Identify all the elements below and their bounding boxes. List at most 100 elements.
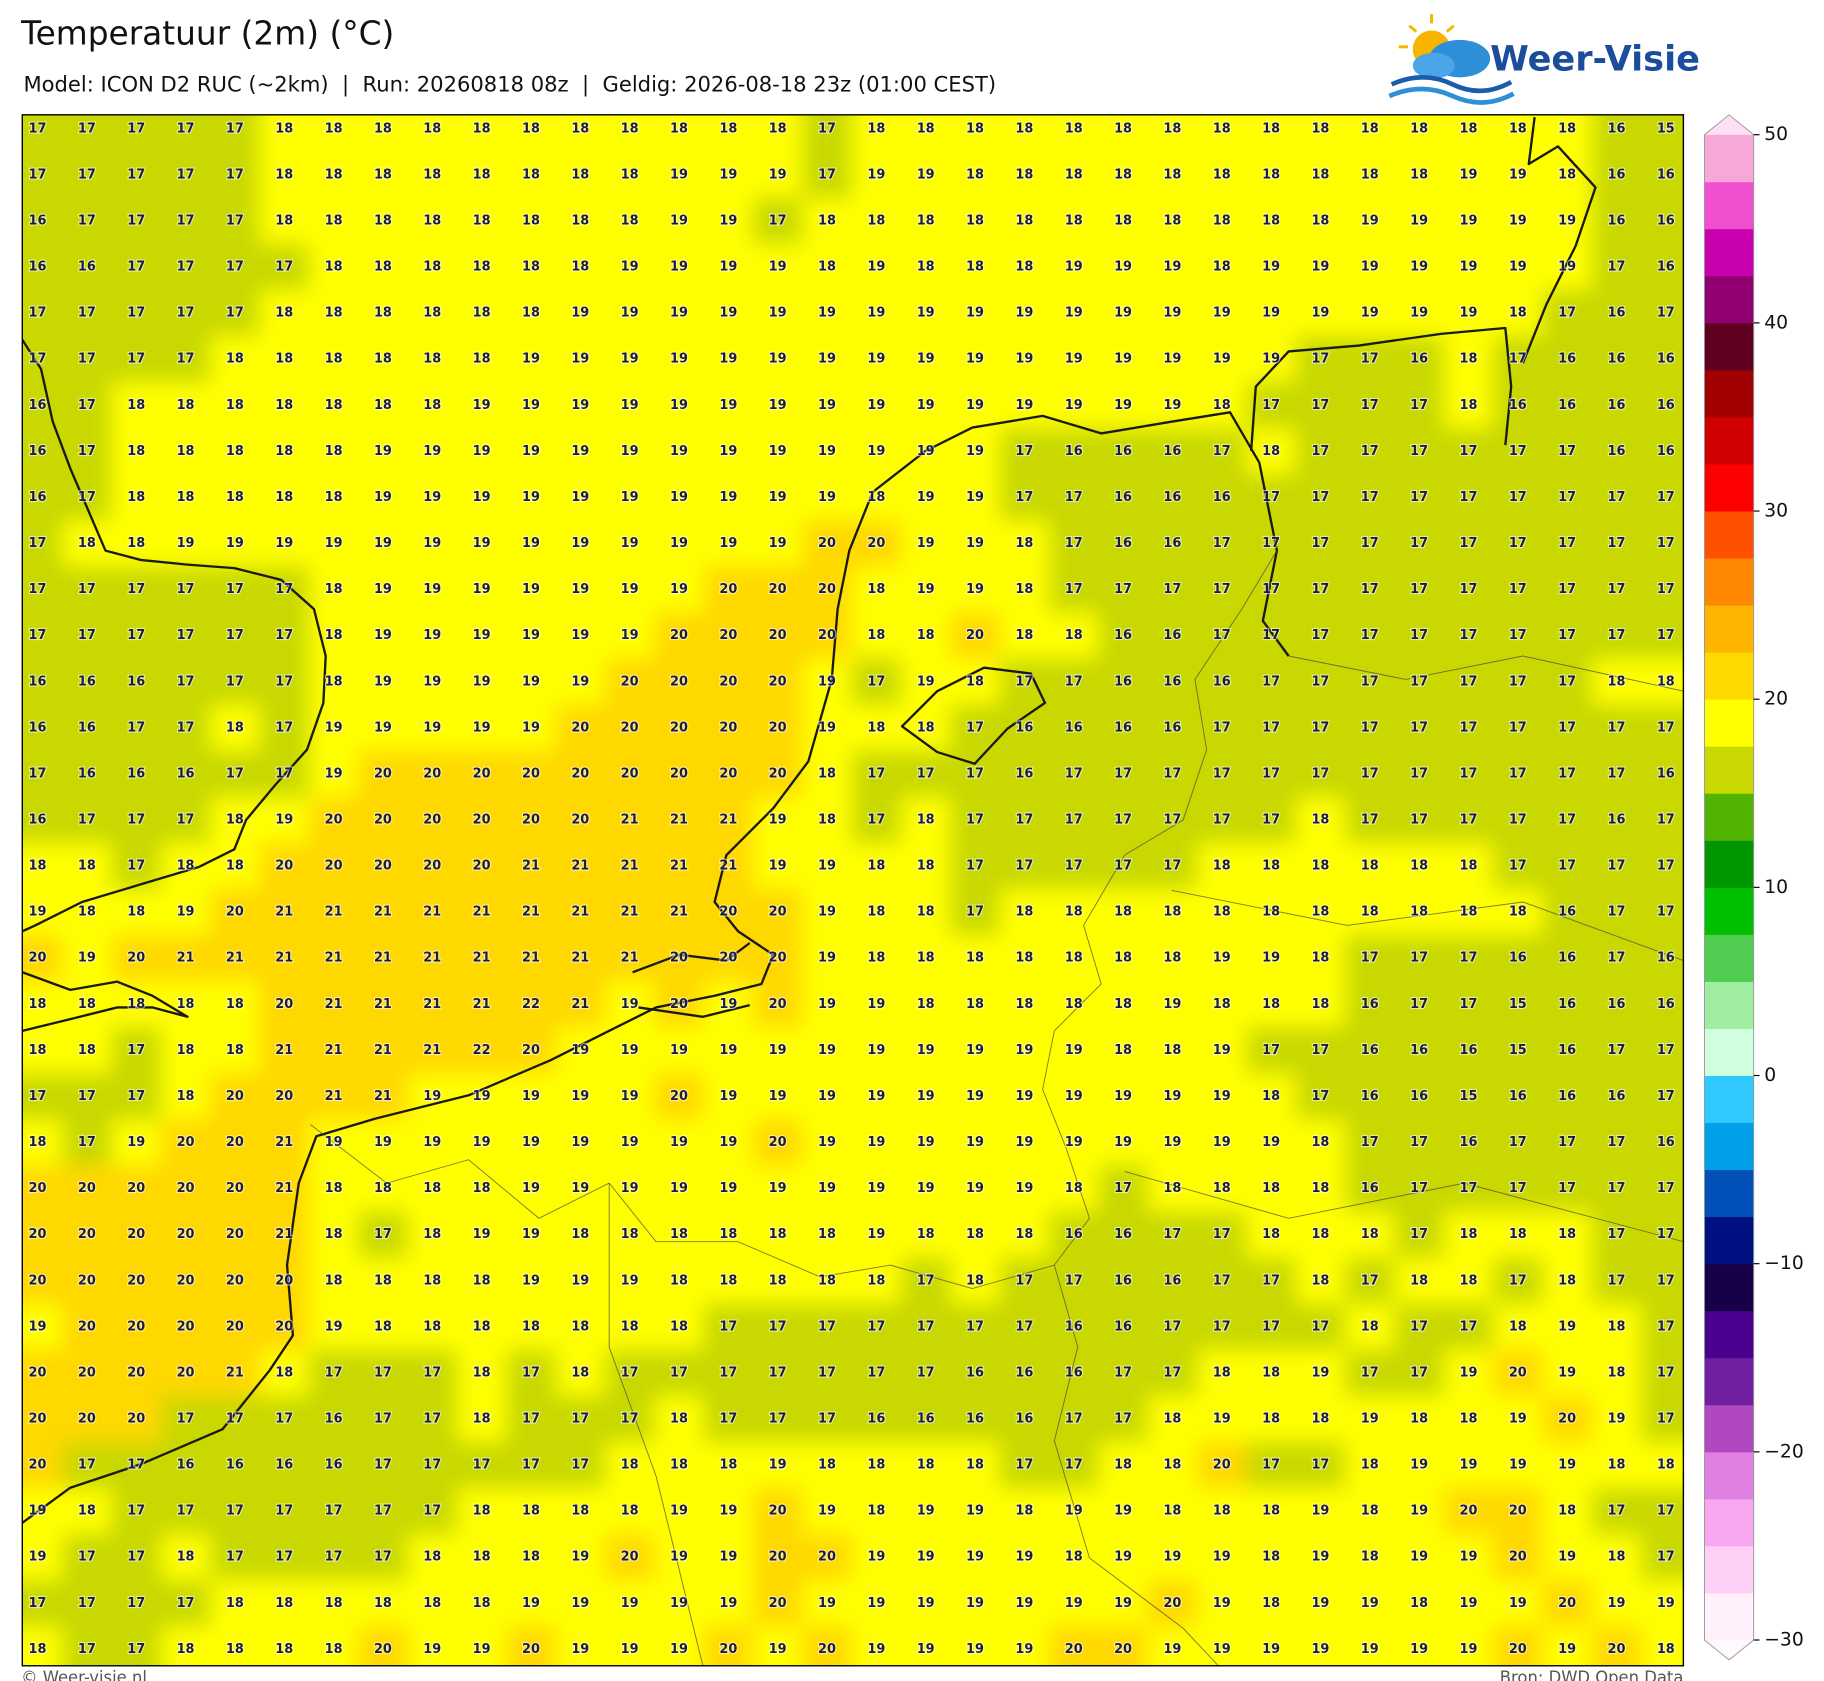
temperature-cell — [210, 935, 261, 982]
temperature-label: 18 — [1114, 1043, 1132, 1058]
temperature-label: 18 — [473, 1319, 491, 1334]
temperature-label: 17 — [1114, 1411, 1132, 1426]
temperature-cell — [752, 197, 803, 245]
temperature-cell — [407, 382, 458, 429]
temperature-cell — [851, 750, 902, 798]
temperature-label: 19 — [966, 1181, 984, 1196]
temperature-cell — [555, 1211, 606, 1259]
temperature-cell — [851, 1442, 902, 1489]
temperature-label: 16 — [966, 1365, 984, 1380]
temperature-cell — [1049, 151, 1099, 199]
temperature-label: 19 — [78, 951, 96, 966]
temperature-label: 19 — [719, 214, 737, 229]
temperature-cell — [1345, 428, 1396, 476]
temperature-label: 18 — [127, 444, 145, 459]
colorbar-tick-label: 30 — [1764, 501, 1788, 522]
temperature-cell — [1295, 796, 1346, 844]
temperature-cell — [1098, 474, 1149, 522]
temperature-label: 19 — [1213, 1550, 1231, 1565]
temperature-label: 18 — [1459, 1411, 1477, 1426]
temperature-label: 18 — [1015, 582, 1033, 597]
temperature-label: 19 — [1213, 1089, 1231, 1104]
temperature-cell — [111, 1027, 162, 1075]
temperature-cell — [308, 428, 359, 476]
temperature-label: 19 — [1163, 1089, 1181, 1104]
temperature-label: 17 — [1361, 352, 1379, 367]
temperature-label: 17 — [78, 1642, 96, 1657]
temperature-label: 16 — [1015, 766, 1033, 781]
temperature-cell — [999, 428, 1050, 476]
temperature-label: 18 — [1410, 859, 1428, 874]
temperature-label: 18 — [177, 1642, 195, 1657]
temperature-cell — [1295, 151, 1346, 199]
temperature-cell — [1295, 520, 1346, 568]
temperature-cell — [1049, 796, 1099, 844]
temperature-label: 19 — [1459, 167, 1477, 182]
temperature-label: 17 — [1410, 444, 1428, 459]
temperature-cell — [1049, 843, 1099, 890]
temperature-label: 15 — [1509, 997, 1527, 1012]
temperature-cell — [160, 428, 211, 476]
temperature-cell — [999, 1073, 1050, 1121]
colorbar-band — [1704, 1310, 1754, 1359]
temperature-label: 17 — [1262, 813, 1280, 828]
temperature-label: 18 — [374, 1319, 392, 1334]
temperature-label: 18 — [1608, 1550, 1626, 1565]
temperature-label: 17 — [1114, 813, 1132, 828]
temperature-label: 16 — [1163, 490, 1181, 505]
temperature-label: 17 — [275, 720, 293, 735]
temperature-label: 17 — [1509, 1135, 1527, 1150]
temperature-label: 21 — [670, 859, 688, 874]
temperature-label: 20 — [177, 1227, 195, 1242]
temperature-label: 18 — [1361, 1227, 1379, 1242]
temperature-label: 16 — [1065, 444, 1083, 459]
temperature-label: 19 — [1509, 214, 1527, 229]
temperature-label: 18 — [1114, 167, 1132, 182]
temperature-cell — [407, 935, 458, 982]
temperature-label: 18 — [1361, 1319, 1379, 1334]
temperature-label: 18 — [1065, 951, 1083, 966]
temperature-label: 18 — [621, 121, 639, 136]
temperature-cell — [160, 197, 211, 245]
temperature-label: 17 — [1311, 582, 1329, 597]
temperature-label: 17 — [571, 1411, 589, 1426]
temperature-cell — [1493, 382, 1544, 429]
temperature-label: 17 — [1015, 1319, 1033, 1334]
temperature-cell — [999, 1211, 1050, 1259]
temperature-cell — [1641, 244, 1684, 291]
temperature-label: 19 — [670, 536, 688, 551]
temperature-label: 19 — [423, 444, 441, 459]
temperature-cell — [1443, 1303, 1494, 1351]
temperature-label: 17 — [1015, 674, 1033, 689]
temperature-label: 19 — [1262, 1642, 1280, 1657]
temperature-label: 17 — [127, 1458, 145, 1473]
temperature-label: 19 — [423, 674, 441, 689]
temperature-label: 20 — [78, 1319, 96, 1334]
temperature-label: 19 — [374, 720, 392, 735]
temperature-label: 20 — [1114, 1642, 1132, 1657]
temperature-label: 18 — [226, 1596, 244, 1611]
temperature-label: 16 — [1163, 674, 1181, 689]
temperature-label: 21 — [621, 951, 639, 966]
temperature-label: 19 — [670, 582, 688, 597]
temperature-cell — [1098, 290, 1149, 337]
temperature-label: 19 — [670, 167, 688, 182]
temperature-label: 17 — [1163, 813, 1181, 828]
temperature-cell — [604, 1211, 655, 1259]
temperature-cell — [1246, 428, 1297, 476]
temperature-cell — [1147, 935, 1198, 982]
temperature-label: 17 — [1163, 1319, 1181, 1334]
temperature-cell — [1394, 1349, 1445, 1397]
temperature-label: 21 — [621, 813, 639, 828]
temperature-label: 18 — [917, 905, 935, 920]
temperature-cell — [1049, 1395, 1099, 1443]
temperature-cell — [604, 704, 655, 752]
temperature-cell — [703, 658, 754, 706]
temperature-label: 17 — [1311, 1458, 1329, 1473]
temperature-cell — [1295, 1349, 1346, 1397]
temperature-label: 17 — [1459, 628, 1477, 643]
temperature-label: 18 — [78, 1043, 96, 1058]
temperature-label: 18 — [325, 674, 343, 689]
temperature-cell — [111, 889, 162, 936]
temperature-label: 17 — [1459, 997, 1477, 1012]
